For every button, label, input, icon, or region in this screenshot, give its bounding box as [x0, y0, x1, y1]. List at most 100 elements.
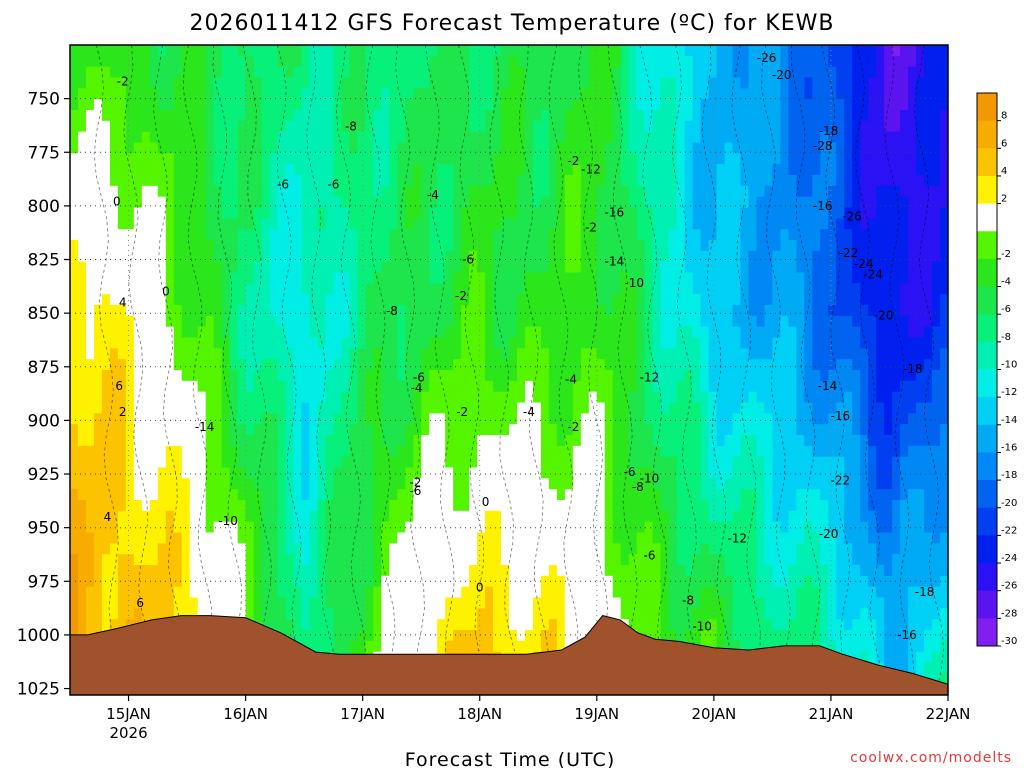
temperature-cell	[261, 532, 271, 544]
temperature-cell	[365, 142, 374, 154]
temperature-cell	[173, 575, 183, 588]
temperature-cell	[181, 456, 191, 469]
temperature-cell	[548, 370, 558, 382]
temperature-cell	[221, 131, 231, 144]
temperature-cell	[77, 543, 87, 555]
temperature-cell	[381, 608, 390, 620]
temperature-cell	[405, 619, 414, 631]
temperature-cell	[141, 532, 151, 544]
temperature-cell	[77, 337, 87, 349]
temperature-cell	[237, 413, 247, 425]
temperature-cell	[477, 597, 486, 609]
temperature-cell	[461, 142, 470, 154]
temperature-cell	[469, 185, 478, 198]
temperature-cell	[429, 164, 438, 176]
temperature-cell	[293, 326, 303, 339]
temperature-cell	[157, 283, 167, 295]
temperature-cell	[564, 456, 574, 469]
temperature-cell	[341, 305, 350, 317]
temperature-cell	[253, 66, 263, 79]
temperature-cell	[333, 532, 342, 544]
temperature-cell	[405, 99, 414, 111]
temperature-cell	[493, 196, 502, 209]
temperature-cell	[237, 424, 247, 436]
temperature-cell	[341, 402, 350, 414]
temperature-cell	[245, 142, 255, 154]
temperature-cell	[708, 532, 718, 544]
temperature-cell	[333, 294, 342, 306]
temperature-cell	[564, 402, 574, 414]
temperature-cell	[397, 500, 406, 512]
temperature-cell	[588, 305, 598, 317]
temperature-cell	[173, 66, 183, 79]
temperature-cell	[301, 294, 311, 306]
temperature-cell	[532, 630, 542, 642]
temperature-cell	[469, 543, 478, 555]
temperature-cell	[580, 142, 590, 154]
temperature-cell	[221, 510, 231, 523]
temperature-cell	[588, 337, 598, 349]
temperature-cell	[293, 207, 303, 219]
temperature-cell	[389, 348, 398, 360]
temperature-cell	[221, 435, 231, 447]
temperature-cell	[349, 88, 358, 100]
temperature-cell	[85, 554, 95, 566]
temperature-cell	[429, 467, 438, 479]
temperature-cell	[596, 153, 606, 165]
temperature-cell	[213, 305, 223, 317]
temperature-cell	[652, 294, 662, 306]
temperature-cell	[469, 467, 478, 479]
temperature-cell	[684, 586, 694, 599]
temperature-cell	[564, 630, 574, 642]
temperature-cell	[93, 326, 103, 339]
temperature-cell	[604, 575, 614, 588]
temperature-cell	[133, 240, 143, 252]
temperature-cell	[341, 435, 350, 447]
temperature-cell	[588, 326, 598, 339]
temperature-cell	[125, 250, 135, 263]
temperature-cell	[620, 250, 630, 263]
temperature-cell	[77, 131, 87, 144]
temperature-cell	[548, 305, 558, 317]
temperature-cell	[85, 435, 95, 447]
temperature-cell	[564, 467, 574, 479]
temperature-cell	[516, 467, 526, 479]
temperature-cell	[684, 326, 694, 339]
temperature-cell	[644, 45, 654, 57]
temperature-cell	[692, 315, 702, 328]
temperature-cell	[317, 640, 327, 653]
temperature-cell	[509, 640, 518, 653]
temperature-cell	[373, 45, 382, 57]
temperature-cell	[221, 359, 231, 371]
temperature-cell	[221, 164, 231, 176]
temperature-cell	[197, 391, 207, 404]
temperature-cell	[141, 467, 151, 479]
temperature-cell	[413, 456, 422, 469]
temperature-cell	[668, 532, 678, 544]
temperature-cell	[181, 597, 191, 609]
temperature-cell	[588, 586, 598, 599]
temperature-cell	[461, 261, 470, 274]
temperature-cell	[237, 478, 247, 490]
temperature-cell	[620, 120, 630, 133]
temperature-cell	[421, 99, 430, 111]
temperature-cell	[277, 207, 287, 219]
temperature-cell	[189, 359, 199, 371]
temperature-cell	[612, 445, 622, 458]
temperature-cell	[277, 153, 287, 165]
temperature-cell	[588, 532, 598, 544]
temperature-cell	[93, 55, 103, 68]
temperature-cell	[309, 77, 319, 89]
temperature-cell	[101, 99, 111, 111]
temperature-cell	[524, 305, 534, 317]
temperature-cell	[524, 424, 534, 436]
temperature-cell	[652, 456, 662, 469]
temperature-cell	[676, 597, 686, 609]
temperature-cell	[197, 348, 207, 360]
temperature-cell	[245, 489, 255, 501]
temperature-cell	[389, 413, 398, 425]
temperature-cell	[461, 478, 470, 490]
temperature-cell	[429, 413, 438, 425]
temperature-cell	[652, 153, 662, 165]
temperature-cell	[532, 55, 542, 68]
